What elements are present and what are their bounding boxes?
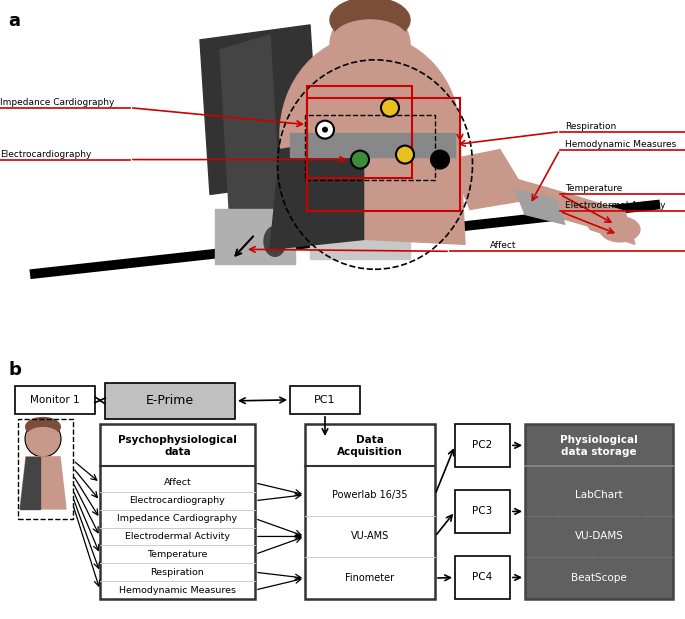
Circle shape [431,150,449,168]
Text: Temperature: Temperature [147,550,208,559]
Bar [18,419,73,519]
Text: Physiological
data storage: Physiological data storage [560,435,638,457]
Polygon shape [450,150,530,209]
Text: PC3: PC3 [473,506,493,516]
Text: PC1: PC1 [314,395,336,405]
Circle shape [316,121,334,139]
Text: Data
Acquisition: Data Acquisition [337,435,403,457]
Bar [307,86,412,178]
Text: b: b [8,361,21,379]
Text: Powerlab 16/35: Powerlab 16/35 [332,490,408,500]
Bar [305,115,435,180]
Polygon shape [515,189,565,224]
Text: Temperature: Temperature [565,184,623,194]
FancyBboxPatch shape [455,556,510,599]
Ellipse shape [330,0,410,42]
Text: VU-AMS: VU-AMS [351,532,389,542]
Text: Electrocardiography: Electrocardiography [129,496,225,505]
FancyBboxPatch shape [455,424,510,467]
Polygon shape [500,175,600,230]
Text: Impedance Cardiography: Impedance Cardiography [117,514,238,523]
Circle shape [25,421,61,457]
Circle shape [322,127,328,132]
Text: Electrodermal Activity: Electrodermal Activity [565,201,666,210]
Text: Affect: Affect [164,478,191,487]
Text: BeatScope: BeatScope [571,573,627,583]
Text: Electrocardiography: Electrocardiography [0,150,91,158]
Polygon shape [570,194,635,245]
Ellipse shape [332,20,408,60]
Text: LabChart: LabChart [575,490,623,500]
Polygon shape [365,134,465,245]
Text: Impedance Cardiography: Impedance Cardiography [0,98,114,106]
Circle shape [396,145,414,163]
Ellipse shape [27,427,60,445]
Ellipse shape [25,417,61,437]
FancyBboxPatch shape [290,386,360,414]
Polygon shape [270,134,365,249]
Circle shape [351,150,369,168]
Ellipse shape [264,227,286,256]
Text: Hemodynamic Measures: Hemodynamic Measures [119,586,236,595]
Polygon shape [200,25,320,194]
Bar [350,25,390,75]
FancyBboxPatch shape [15,386,95,414]
Ellipse shape [280,35,460,235]
Text: PC4: PC4 [473,573,493,582]
Text: Affect: Affect [490,241,516,250]
Text: VU-DAMS: VU-DAMS [575,532,623,542]
Bar [215,209,295,264]
Polygon shape [20,457,66,509]
Text: Psychophysiological
data: Psychophysiological data [118,435,237,457]
Text: PC2: PC2 [473,440,493,451]
Text: Electrodermal Activity: Electrodermal Activity [125,532,230,541]
FancyBboxPatch shape [105,383,235,419]
FancyBboxPatch shape [525,424,673,599]
Ellipse shape [600,217,640,242]
Bar [290,132,455,157]
Text: E-Prime: E-Prime [146,394,194,407]
FancyBboxPatch shape [455,490,510,533]
Text: Finometer: Finometer [345,573,395,583]
Ellipse shape [330,7,410,82]
Bar [307,98,460,212]
FancyBboxPatch shape [100,424,255,599]
Circle shape [381,98,399,116]
Text: a: a [8,12,20,30]
Polygon shape [20,457,40,509]
FancyBboxPatch shape [305,424,435,599]
Bar [310,204,410,259]
Text: Respiration: Respiration [565,122,616,131]
Text: Hemodynamic Measures: Hemodynamic Measures [565,140,676,149]
Text: Respiration: Respiration [151,568,204,577]
Text: Monitor 1: Monitor 1 [30,395,80,405]
Polygon shape [220,35,280,224]
